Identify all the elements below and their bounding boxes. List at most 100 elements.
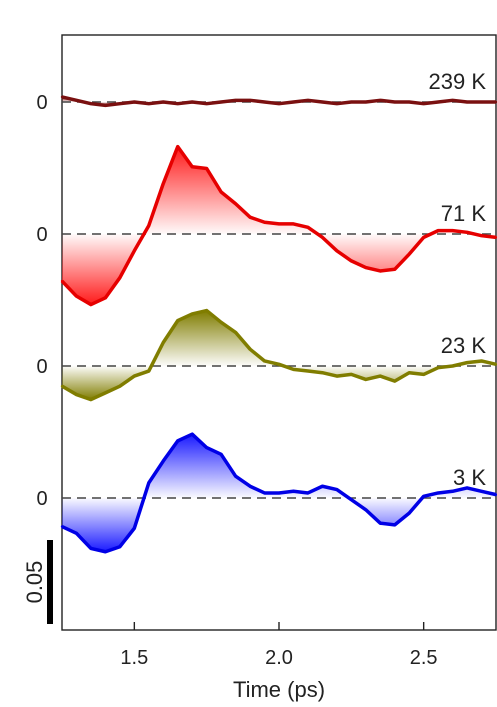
data-point: [306, 369, 310, 373]
data-point: [263, 221, 266, 224]
data-point: [408, 252, 411, 256]
data-point: [480, 234, 483, 237]
data-point: [263, 491, 266, 495]
data-point: [176, 102, 179, 105]
data-point: [350, 373, 353, 376]
data-point: [364, 266, 367, 269]
data-point: [60, 95, 64, 99]
data-point: [75, 294, 78, 298]
data-point: [408, 100, 411, 104]
data-point: [162, 100, 165, 104]
data-point: [277, 102, 281, 105]
label-layer: 0 239 K 0 71 K 0 23 K 0 3 K: [36, 69, 486, 510]
data-point: [162, 459, 165, 463]
data-point: [494, 100, 497, 104]
data-point: [451, 490, 454, 493]
data-point: [306, 99, 310, 102]
series-3: [60, 308, 497, 402]
data-point: [436, 491, 440, 495]
data-point: [191, 100, 194, 104]
data-point: [133, 374, 136, 378]
data-point: [75, 532, 78, 535]
data-point: [393, 379, 396, 383]
data-point: [393, 523, 396, 527]
data-point: [219, 321, 223, 324]
data-point: [248, 99, 252, 102]
data-point: [147, 224, 150, 227]
series-2: [60, 144, 497, 307]
data-point: [205, 309, 208, 312]
data-point: [104, 104, 107, 107]
x-tick-label: 2.5: [410, 647, 438, 669]
data-point: [89, 102, 93, 105]
data-point: [104, 391, 107, 395]
data-point: [422, 495, 425, 498]
data-point: [422, 102, 425, 105]
data-point: [494, 363, 497, 366]
data-point: [104, 550, 107, 553]
data-point: [292, 490, 295, 493]
data-point: [205, 167, 208, 170]
data-point: [176, 145, 179, 148]
x-axis-title: Time (ps): [233, 677, 325, 702]
data-point: [234, 99, 237, 102]
data-point: [451, 229, 454, 232]
data-point: [408, 511, 411, 515]
data-point: [422, 236, 425, 239]
data-point: [75, 393, 78, 396]
series-temperature-label: 23 K: [441, 333, 487, 358]
data-point: [465, 486, 469, 490]
data-point: [234, 202, 237, 205]
data-point: [263, 359, 266, 363]
data-point: [393, 268, 396, 271]
baseline-zero-label: 0: [36, 224, 47, 246]
data-point: [162, 341, 165, 344]
data-point: [480, 359, 483, 363]
data-point: [379, 99, 382, 102]
data-point: [75, 99, 78, 102]
data-point: [436, 366, 440, 369]
x-tick-label: 2.0: [265, 647, 293, 669]
data-point: [118, 384, 122, 388]
data-point: [277, 222, 281, 226]
data-point: [335, 488, 339, 491]
data-point: [335, 249, 339, 252]
data-point: [147, 369, 150, 373]
x-axis-ticks: 1.5 2.0 2.5: [120, 622, 438, 669]
data-point: [205, 446, 208, 449]
data-point: [350, 100, 353, 104]
plot-frame: [61, 34, 497, 631]
data-point: [118, 276, 122, 279]
data-point: [451, 364, 454, 368]
data-point: [321, 100, 324, 104]
data-point: [379, 269, 382, 273]
data-point: [147, 102, 150, 105]
scale-bar-label: 0.05: [22, 561, 47, 604]
data-point: [248, 485, 252, 488]
data-point: [248, 348, 252, 351]
x-tick-label: 1.5: [120, 647, 148, 669]
data-point: [60, 279, 64, 283]
data-point: [277, 491, 281, 495]
data-point: [60, 525, 64, 528]
data-point: [465, 361, 469, 364]
data-point: [191, 432, 194, 436]
data-point: [465, 231, 469, 234]
data-point: [335, 102, 339, 105]
data-point: [176, 439, 179, 443]
data-point: [277, 363, 281, 366]
scale-bar: 0.05: [22, 540, 53, 624]
data-point: [60, 384, 64, 388]
data-point: [133, 527, 136, 530]
data-point: [248, 216, 252, 219]
data-point: [89, 547, 93, 550]
series-line: [60, 144, 497, 307]
data-point: [480, 490, 483, 493]
data-point: [104, 296, 107, 300]
data-point: [480, 100, 483, 104]
data-point: [465, 100, 469, 104]
data-point: [379, 374, 382, 378]
series-4: [60, 432, 497, 554]
baseline-zero-label: 0: [36, 356, 47, 378]
data-point: [234, 331, 237, 334]
